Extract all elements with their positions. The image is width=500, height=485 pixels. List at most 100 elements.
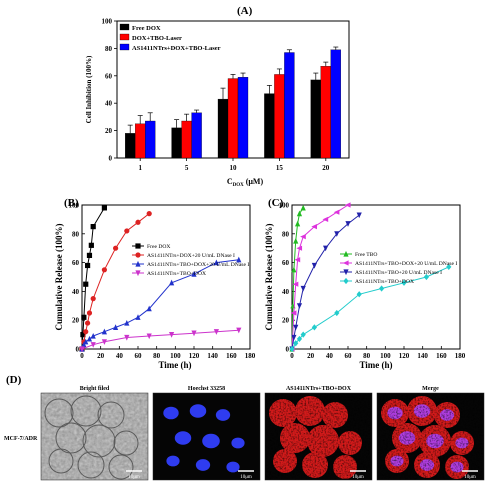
chart-c-legend-label: AS1411NTrs+TBO+20 U/mL DNase I	[355, 270, 442, 276]
chart-b-point	[101, 339, 107, 345]
chart-b-point	[81, 314, 87, 320]
chart-c-x-axis-label: Time (h)	[359, 360, 392, 370]
chart-b-point	[124, 319, 130, 326]
chart-c-point	[294, 257, 301, 263]
micrograph-frame	[264, 392, 373, 481]
chart-c-y-axis-label: Cumulative Release (100%)	[264, 224, 274, 331]
chart-c-series-line	[291, 204, 349, 350]
chart-c-point	[379, 285, 385, 292]
chart-b-point	[169, 332, 175, 338]
micrograph-title: Merge	[422, 386, 439, 392]
micrograph-row-label: MCF-7/ADR	[4, 436, 38, 442]
micrograph-frame	[152, 392, 261, 481]
chart-a-bar	[145, 120, 156, 159]
chart-c-point	[300, 204, 306, 211]
chart-b-point	[86, 310, 93, 316]
chart-b-point	[90, 332, 96, 339]
scale-bar-label: 10μm	[128, 475, 140, 480]
chart-c-y-tick-label: 40	[282, 288, 290, 296]
micrograph-cell	[82, 424, 116, 458]
chart-c-y-tick-label: 0	[286, 346, 290, 354]
chart-a-bar	[264, 93, 275, 159]
chart-a-legend-label: DOX+TBO-Laser	[132, 35, 182, 42]
chart-b-legend-label: AS1411NTrs+DOX+20 U/mL DNase I	[147, 253, 235, 259]
chart-b-point	[191, 271, 197, 277]
chart-a-y-tick-label: 20	[105, 127, 113, 135]
chart-a-bar	[125, 133, 136, 159]
chart-b-point	[135, 219, 141, 225]
chart-b-y-tick-label: 80	[72, 230, 80, 238]
chart-c-x-tick-label: 180	[455, 352, 466, 360]
chart-b-legend-label: AS1411NTrs+TBO+DOX+20 U/mL DNase I	[147, 262, 249, 268]
chart-c-point	[293, 237, 299, 244]
micrograph-nucleus	[174, 431, 192, 445]
chart-c-point	[322, 216, 329, 222]
chart-a-legend-swatch	[119, 43, 130, 51]
chart-b-point	[213, 329, 219, 335]
chart-b-x-tick-label: 120	[189, 352, 200, 360]
chart-a-bar	[284, 52, 295, 159]
chart-b-legend-marker	[135, 270, 141, 277]
chart-b-point	[236, 327, 242, 334]
micrograph-title: AS1411NTrs+TBO+DOX	[286, 386, 352, 392]
chart-c-x-tick-label: 0	[290, 352, 294, 360]
chart-c-y-tick-label: 20	[282, 317, 290, 325]
chart-c-point	[296, 303, 303, 309]
micrograph-frame	[376, 392, 485, 481]
micrograph-cell	[113, 430, 139, 456]
chart-c-x-tick-label: 80	[363, 352, 371, 360]
chart-a-bar	[227, 78, 239, 159]
chart-c-x-tick-label: 140	[417, 352, 428, 360]
chart-b-point	[101, 205, 107, 211]
chart-c-point	[423, 273, 429, 281]
chart-a-x-axis-label: CDOX (μM)	[227, 177, 264, 188]
chart-c-point	[401, 279, 407, 286]
chart-c-legend-marker	[342, 260, 349, 266]
chart-c-x-tick-label: 100	[380, 352, 391, 360]
chart-a-x-tick-label: 20	[322, 164, 330, 172]
chart-c-point	[356, 212, 362, 219]
chart-b-x-tick-label: 60	[135, 352, 143, 360]
chart-c-x-tick-label: 160	[436, 352, 447, 360]
chart-c-point	[345, 221, 351, 227]
micrograph-cell	[70, 395, 102, 427]
panel-a-label: (A)	[237, 5, 253, 17]
micrograph-cell	[44, 398, 74, 428]
chart-c-point	[291, 266, 297, 273]
chart-b: 0 20 40 60 80 100 0 20 40 60 80 100 120 140 160 180 Free…	[69, 202, 256, 361]
chart-b-legend-marker	[135, 243, 141, 249]
chart-c-point	[300, 331, 306, 338]
chart-c-point	[344, 202, 351, 208]
chart-c-point	[446, 263, 452, 271]
chart-a-x-tick-label: 1	[138, 164, 142, 172]
chart-c-legend-label: Free TBO	[355, 252, 377, 258]
chart-b-legend-label: Free DOX	[147, 244, 170, 250]
chart-b-point	[101, 267, 107, 273]
chart-b-legend-marker	[135, 252, 141, 258]
micrograph-nucleus	[163, 406, 179, 420]
chart-b-point	[113, 245, 119, 251]
chart-b-point	[146, 305, 152, 312]
chart-b-y-tick-label: 0	[76, 346, 80, 354]
chart-b-point	[83, 329, 89, 335]
chart-a-bar	[135, 123, 146, 159]
micrograph-texture	[41, 393, 148, 480]
chart-c-point	[334, 231, 340, 237]
chart-b-x-tick-label: 0	[80, 352, 84, 360]
chart-b-point	[81, 341, 87, 348]
micrograph-title: Hoechst 33258	[188, 386, 225, 392]
chart-c-point	[356, 291, 362, 298]
chart-a-y-tick-label: 100	[102, 18, 113, 26]
chart-c: 0 20 40 60 80 100 0 20 40 60 80 100 120 140 160 180 Free…	[279, 202, 466, 361]
chart-c-point	[334, 309, 340, 317]
chart-c-point	[323, 245, 329, 252]
chart-a-legend-label: AS1411NTrs+DOX+TBO-Laser	[132, 45, 221, 52]
chart-a-legend-swatch	[119, 33, 130, 41]
micrograph-image	[153, 393, 260, 480]
chart-b-x-axis-label: Time (h)	[158, 360, 191, 370]
chart-b-point	[236, 256, 242, 263]
chart-b-point	[101, 328, 107, 335]
scale-bar-label: 10μm	[464, 475, 476, 480]
chart-a-x-tick-label: 15	[276, 164, 284, 172]
chart-c-series-line	[291, 214, 360, 350]
